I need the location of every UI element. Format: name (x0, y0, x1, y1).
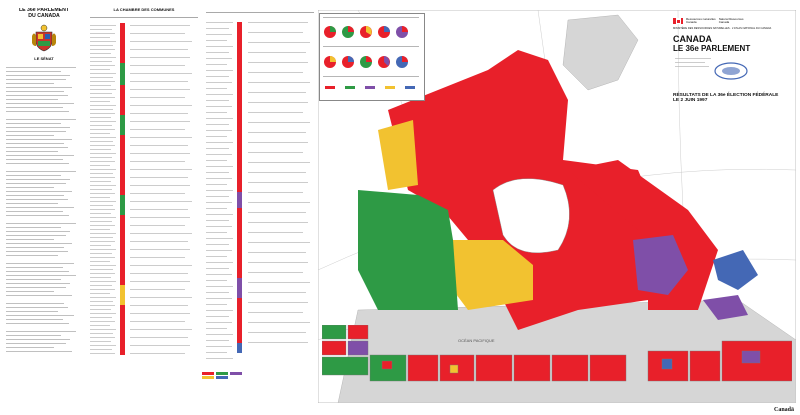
title-logo (675, 57, 748, 80)
canada-wordmark: Canadä (773, 407, 794, 413)
ocean-label: OCÉAN PACIFIQUE (458, 338, 495, 343)
province-pie-charts (319, 13, 425, 101)
bloc-east (703, 295, 748, 320)
member-listing-panel: LE 36e PARLEMENT DU CANADA LE SÉNAT (4, 8, 316, 403)
column-3 (204, 8, 316, 403)
parliament-title: LE 36e PARLEMENT (673, 43, 751, 53)
hudson-bay (492, 178, 570, 253)
results-date: LE 2 JUIN 1997 (673, 97, 708, 103)
ndp-yukon (378, 120, 418, 190)
member-lines-col3 (206, 12, 314, 359)
party-legend (202, 372, 282, 380)
reform-swatch (216, 372, 228, 375)
title-block: Ressources naturelles Canada Natural Res… (673, 17, 791, 148)
bloc-swatch (230, 372, 242, 375)
series-line: MINISTÈRE DES RESSOURCES NATURELLES · L'… (673, 26, 772, 30)
ndp-swatch (202, 376, 214, 379)
panel-title-line1: LE 36e PARLEMENT (18, 8, 70, 13)
senate-heading: LE SÉNAT (34, 55, 54, 61)
panel-title-line2: DU CANADA (28, 13, 60, 20)
brand-line4: Canada (718, 20, 730, 25)
house-heading: LA CHAMBRE DES COMMUNES (113, 8, 175, 12)
column-2: LA CHAMBRE DES COMMUNES (88, 8, 200, 403)
results-title: RÉSULTATS DE LA 36e ÉLECTION FÉDÉRALE (673, 92, 779, 98)
brand-line3: Natural Resources (718, 17, 744, 21)
bloc-quebec (633, 235, 688, 295)
member-lines-col2 (90, 17, 198, 356)
pc-swatch (216, 376, 228, 379)
brand-line1: Ressources naturelles (686, 17, 716, 21)
pc-atlantic (713, 250, 758, 290)
reform-north-ab (418, 195, 453, 240)
country-title: CANADA (673, 33, 712, 44)
column-1: LE 36e PARLEMENT DU CANADA LE SÉNAT (4, 8, 84, 403)
brand-line2: Canada (686, 20, 697, 25)
ndp-prairie (448, 240, 533, 310)
canada-flag-icon (673, 18, 683, 24)
member-lines-col1 (6, 67, 76, 352)
city-insets (322, 325, 792, 382)
pie-grid (323, 17, 419, 89)
liberal-swatch (202, 372, 214, 375)
greenland-landmass (562, 14, 639, 91)
coat-of-arms-icon (31, 24, 57, 54)
